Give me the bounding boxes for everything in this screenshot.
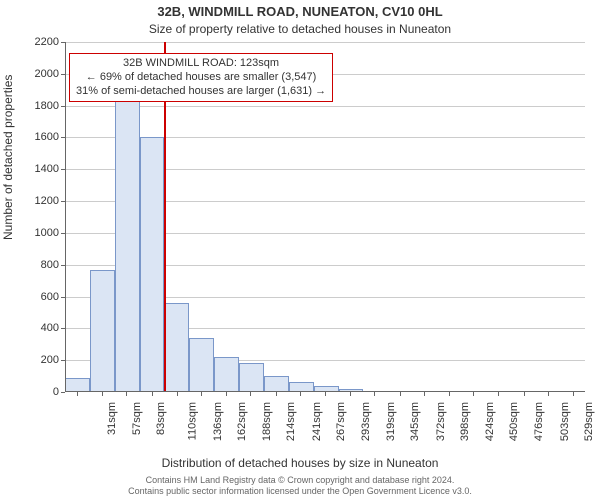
- ytick-label: 2200: [35, 36, 59, 48]
- xtick-mark: [201, 392, 202, 396]
- histogram-bar: [90, 270, 115, 393]
- callout-box: 32B WINDMILL ROAD: 123sqm← 69% of detach…: [69, 53, 333, 102]
- xtick-mark: [350, 392, 351, 396]
- xtick-label: 83sqm: [155, 402, 167, 435]
- footer-text: Contains HM Land Registry data © Crown c…: [0, 475, 600, 497]
- ytick-label: 200: [41, 354, 59, 366]
- xtick-mark: [424, 392, 425, 396]
- histogram-bar: [264, 376, 289, 392]
- xtick-mark: [400, 392, 401, 396]
- x-axis-label: Distribution of detached houses by size …: [0, 456, 600, 470]
- xtick-mark: [126, 392, 127, 396]
- xtick-label: 31sqm: [106, 402, 118, 435]
- ytick-label: 600: [41, 291, 59, 303]
- ytick-label: 1800: [35, 100, 59, 112]
- xtick-label: 267sqm: [336, 402, 348, 441]
- xtick-label: 110sqm: [186, 402, 198, 440]
- ytick-label: 1400: [35, 163, 59, 175]
- histogram-bar: [239, 363, 264, 392]
- xtick-label: 345sqm: [409, 402, 421, 441]
- footer-line-1: Contains HM Land Registry data © Crown c…: [146, 475, 455, 485]
- xtick-label: 241sqm: [311, 402, 323, 441]
- xtick-label: 214sqm: [285, 402, 297, 441]
- xtick-mark: [300, 392, 301, 396]
- xtick-mark: [325, 392, 326, 396]
- xtick-mark: [449, 392, 450, 396]
- callout-line: ← 69% of detached houses are smaller (3,…: [76, 71, 326, 85]
- histogram-bar: [140, 137, 165, 392]
- xtick-label: 529sqm: [583, 402, 595, 441]
- footer-line-2: Contains public sector information licen…: [128, 486, 472, 496]
- xtick-mark: [548, 392, 549, 396]
- ytick-label: 1600: [35, 131, 59, 143]
- xtick-mark: [250, 392, 251, 396]
- xtick-mark: [77, 392, 78, 396]
- xtick-mark: [524, 392, 525, 396]
- callout-line: 31% of semi-detached houses are larger (…: [76, 85, 326, 99]
- xtick-label: 293sqm: [360, 402, 372, 441]
- callout-line: 32B WINDMILL ROAD: 123sqm: [76, 57, 326, 71]
- xtick-label: 188sqm: [261, 402, 273, 441]
- xtick-label: 319sqm: [385, 402, 397, 441]
- ytick-label: 400: [41, 322, 59, 334]
- xtick-label: 503sqm: [559, 402, 571, 441]
- chart-subtitle: Size of property relative to detached ho…: [0, 22, 600, 36]
- histogram-bar: [115, 87, 140, 392]
- ytick-label: 800: [41, 259, 59, 271]
- chart-container: 32B, WINDMILL ROAD, NUNEATON, CV10 0HL S…: [0, 0, 600, 500]
- y-axis-label: Number of detached properties: [1, 75, 15, 240]
- ytick-label: 1200: [35, 195, 59, 207]
- ytick-label: 0: [53, 386, 59, 398]
- xtick-label: 57sqm: [131, 402, 143, 435]
- xtick-mark: [473, 392, 474, 396]
- xtick-label: 424sqm: [484, 402, 496, 441]
- xtick-label: 162sqm: [236, 402, 248, 441]
- xtick-mark: [573, 392, 574, 396]
- chart-title: 32B, WINDMILL ROAD, NUNEATON, CV10 0HL: [0, 4, 600, 19]
- xtick-mark: [152, 392, 153, 396]
- xtick-mark: [177, 392, 178, 396]
- plot-area: 0200400600800100012001400160018002000220…: [65, 42, 585, 392]
- xtick-label: 476sqm: [533, 402, 545, 441]
- histogram-bar: [65, 378, 90, 392]
- xtick-mark: [226, 392, 227, 396]
- xtick-label: 372sqm: [435, 402, 447, 441]
- ytick-label: 1000: [35, 227, 59, 239]
- histogram-bar: [214, 357, 239, 392]
- xtick-mark: [498, 392, 499, 396]
- ytick-label: 2000: [35, 68, 59, 80]
- xtick-label: 136sqm: [212, 402, 224, 441]
- histogram-bar: [189, 338, 214, 392]
- y-axis: [65, 42, 66, 392]
- xtick-mark: [276, 392, 277, 396]
- xtick-mark: [374, 392, 375, 396]
- histogram-bar: [164, 303, 189, 392]
- ytick-mark: [61, 392, 65, 393]
- xtick-mark: [102, 392, 103, 396]
- xtick-label: 450sqm: [509, 402, 521, 441]
- xtick-label: 398sqm: [459, 402, 471, 441]
